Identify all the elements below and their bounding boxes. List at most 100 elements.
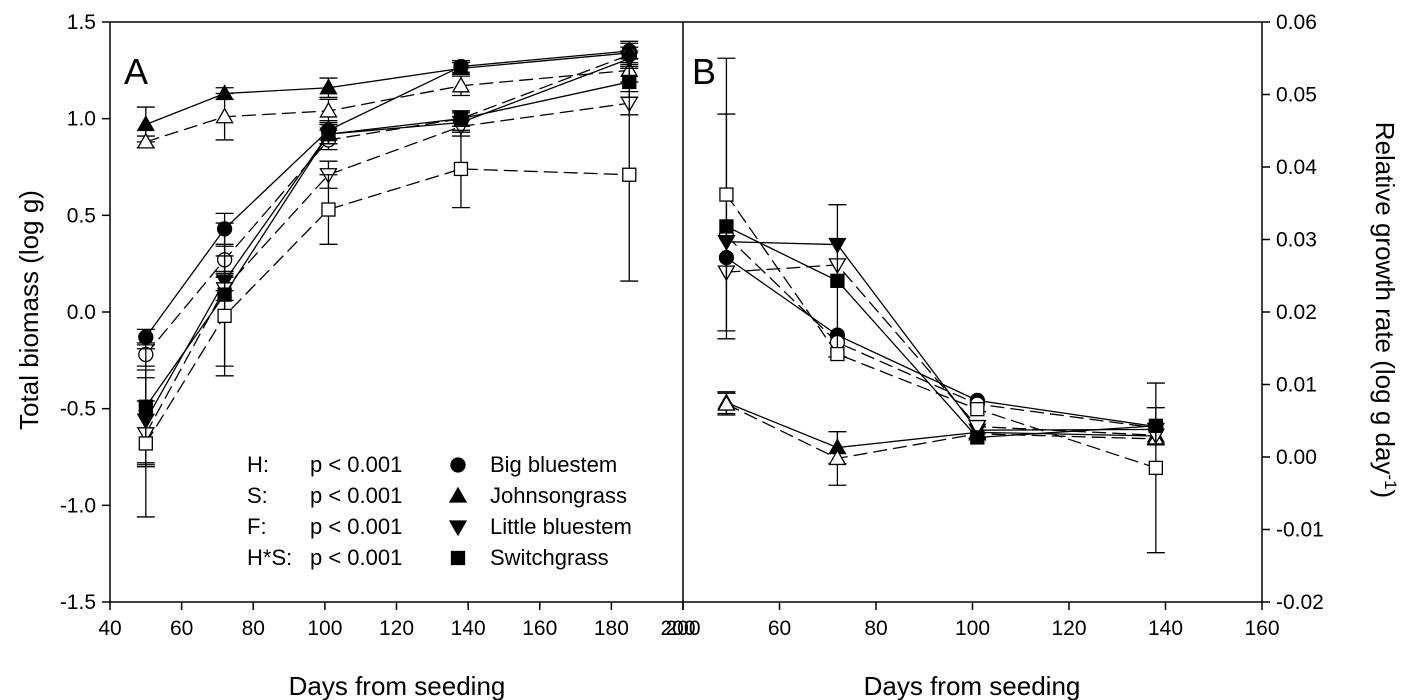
panel-a-series-square-filled — [136, 65, 639, 466]
data-point — [1148, 460, 1163, 476]
panel-b-x-tick-label: 140 — [1148, 617, 1183, 640]
panel-a-y-tick-label: -0.5 — [60, 398, 96, 421]
data-point — [217, 308, 232, 324]
series-line — [725, 194, 1157, 469]
data-point — [453, 111, 469, 126]
panel-b-x-tick-label: 100 — [955, 617, 990, 640]
legend-label-switchgrass: Switchgrass — [490, 545, 609, 570]
panel-b-y-tick-label: -0.01 — [1276, 519, 1324, 542]
data-point — [136, 115, 155, 132]
data-point — [451, 76, 471, 93]
panel-b-y-axis-title-superscript: -1 — [1382, 474, 1401, 489]
panel-b: 200 60 80 100 120 140 160 -0.02 -0.01 0.00 0.01 0.0… — [665, 11, 1400, 700]
legend-marker-square — [450, 550, 466, 566]
panel-b-y-tick-label: -0.02 — [1276, 591, 1324, 614]
series-line — [145, 102, 630, 435]
legend-marker-triangle-up — [448, 486, 468, 503]
data-point — [717, 394, 736, 411]
stat-p-h: p < 0.001 — [310, 452, 402, 477]
data-point — [828, 449, 847, 466]
data-point — [319, 101, 338, 118]
legend-label-big-bluestem: Big bluestem — [490, 452, 617, 477]
series-line — [726, 403, 1156, 460]
panel-a-y-axis-title: Total biomass (log g) — [14, 190, 44, 430]
data-point — [138, 329, 154, 345]
panel-b-x-tick-label: 200 — [665, 617, 700, 640]
legend-label-little-bluestem: Little bluestem — [490, 514, 632, 539]
panel-b-y-tick-label: 0.02 — [1276, 301, 1317, 324]
data-point — [136, 132, 155, 149]
data-point — [453, 161, 469, 177]
data-point — [719, 187, 734, 202]
panel-b-series — [717, 57, 1165, 554]
stat-p-s: p < 0.001 — [310, 483, 402, 508]
panel-b-y-axis-title-main: Relative growth rate (log g day — [1370, 122, 1400, 475]
data-point — [138, 436, 153, 451]
legend-label-johnsongrass: Johnsongrass — [490, 483, 627, 508]
stat-term-h: H: — [247, 452, 269, 477]
panel-b-y-axis-title: Relative growth rate (log g day-1) — [1370, 122, 1401, 498]
data-point — [970, 401, 985, 417]
panel-b-x-tick-label: 80 — [864, 617, 887, 640]
data-point — [970, 430, 985, 445]
panel-b-y-tick-label: 0.05 — [1276, 84, 1317, 107]
panel-a-y-tick-label: 0.0 — [67, 301, 96, 324]
panel-b-x-axis-title: Days from seeding — [864, 671, 1081, 700]
panel-b-y-tick-label: 0.01 — [1276, 374, 1317, 397]
stat-term-f: F: — [247, 514, 267, 539]
legend-markers — [448, 457, 468, 566]
panel-a-label: A — [124, 51, 148, 92]
stat-p-hs: p < 0.001 — [310, 545, 402, 570]
panel-b-series-square-open — [717, 57, 1165, 554]
data-point — [319, 78, 338, 95]
data-point — [830, 346, 845, 362]
panel-a-y-tick-label: -1.0 — [60, 494, 96, 517]
data-point — [622, 167, 637, 182]
panel-b-series-triangle-up-open — [717, 392, 1165, 486]
panel-b-y-axis-title-suffix: ) — [1370, 490, 1400, 499]
stat-term-hs: H*S: — [247, 545, 292, 570]
data-point — [451, 59, 471, 76]
stat-p-f: p < 0.001 — [310, 514, 402, 539]
panel-a-series-triangle-down-open — [136, 90, 639, 468]
series-line — [726, 264, 1156, 436]
data-point — [620, 52, 639, 69]
panel-a-x-axis-title: Days from seeding — [289, 671, 506, 700]
panel-b-series-triangle-up-filled — [717, 391, 1165, 465]
panel-a-x-tick-label: 120 — [379, 617, 414, 640]
panel-a-y-tick-label: 1.0 — [67, 108, 96, 131]
panel-b-series-triangle-down-filled — [717, 235, 1165, 440]
panel-a-x-tick-label: 180 — [594, 617, 629, 640]
stats-block: H: p < 0.001 S: p < 0.001 F: p < 0.001 H… — [247, 452, 402, 570]
panel-a-y-tick-label: 0.5 — [67, 204, 96, 227]
panel-b-series-circle-open — [718, 228, 1164, 436]
data-point — [968, 419, 987, 436]
panel-b-y-tick-label: 0.00 — [1276, 446, 1317, 469]
panel-a-axes: 40 60 80 100 120 140 160 180 200 -1.5 -1.0 -0.5 0.0 0… — [60, 11, 696, 640]
series-line — [726, 402, 1156, 449]
panel-b-series-triangle-down-open — [717, 258, 1165, 445]
data-point — [215, 107, 234, 124]
series-line — [145, 168, 630, 444]
legend-marker-triangle-down — [448, 520, 468, 537]
panel-b-x-tick-label: 160 — [1244, 617, 1279, 640]
panel-a-series-triangle-up-open — [136, 58, 639, 149]
data-point — [321, 126, 336, 142]
panel-b-y-tick-label: 0.04 — [1276, 156, 1317, 179]
data-point — [830, 273, 845, 288]
panel-b-x-tick-label: 60 — [768, 617, 791, 640]
panel-b-y-tick-label: 0.03 — [1276, 229, 1317, 252]
panel-a-x-tick-label: 200 — [660, 617, 695, 640]
panel-a-series-circle-filled — [136, 42, 639, 346]
series-line — [725, 235, 1156, 429]
panel-a-series — [136, 40, 639, 518]
series-line — [145, 69, 630, 143]
panel-b-x-tick-label: 120 — [1051, 617, 1086, 640]
panel-a-series-circle-open — [136, 46, 639, 367]
data-point — [321, 202, 336, 217]
panel-b-y-tick-label: 0.06 — [1276, 11, 1317, 34]
series-line — [726, 257, 1156, 428]
panel-a-x-tick-label: 60 — [170, 617, 193, 640]
panel-a-y-tick-label: 1.5 — [67, 11, 96, 34]
